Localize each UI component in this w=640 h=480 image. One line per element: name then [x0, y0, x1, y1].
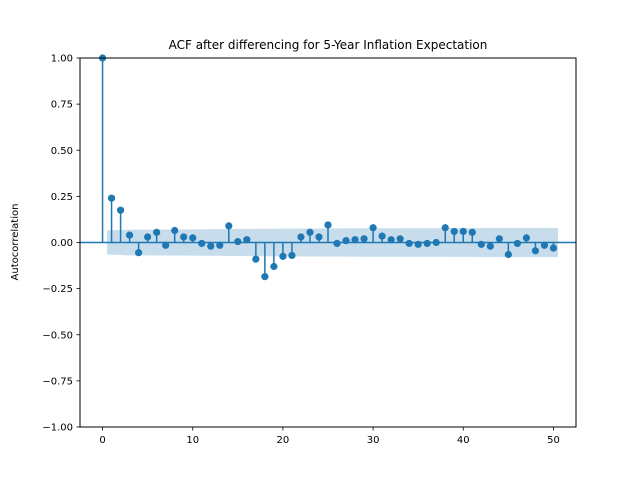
stem-marker-lag-9 — [180, 233, 188, 241]
y-tick-label-6: 0.50 — [51, 146, 73, 157]
y-tick-label-3: −0.25 — [42, 284, 73, 295]
x-tick-label-10: 10 — [186, 435, 199, 446]
chart-title: ACF after differencing for 5-Year Inflat… — [169, 38, 488, 52]
stem-marker-lag-19 — [270, 262, 278, 271]
stem-marker-lag-18 — [261, 273, 269, 281]
y-tick-label-4: 0.00 — [51, 238, 73, 249]
stem-marker-lag-25 — [324, 221, 332, 229]
stem-marker-lag-29 — [360, 235, 368, 243]
stem-marker-lag-42 — [477, 240, 485, 248]
stem-marker-lag-8 — [171, 226, 179, 235]
stem-marker-lag-50 — [549, 244, 558, 252]
stem-marker-lag-10 — [189, 234, 197, 242]
y-tick-label-2: −0.50 — [42, 330, 73, 341]
stem-marker-lag-23 — [306, 228, 314, 236]
stem-marker-lag-30 — [369, 224, 377, 232]
stem-marker-lag-35 — [414, 240, 422, 248]
stem-marker-lag-7 — [162, 241, 170, 249]
stem-marker-lag-26 — [333, 239, 341, 248]
y-tick-label-1: −0.75 — [42, 376, 73, 387]
stem-marker-lag-40 — [459, 227, 467, 236]
stem-marker-lag-37 — [432, 238, 440, 247]
x-axis-ticks: 0 10 20 30 40 50 — [99, 427, 560, 446]
stem-marker-lag-44 — [495, 235, 503, 243]
stem-marker-lag-15 — [234, 237, 242, 246]
stem-marker-lag-13 — [216, 241, 224, 249]
stem-marker-lag-41 — [468, 228, 476, 236]
stem-marker-lag-33 — [396, 235, 404, 243]
stem-marker-lag-22 — [297, 233, 305, 241]
y-tick-label-8: 1.00 — [51, 54, 73, 65]
stem-marker-lag-31 — [378, 232, 386, 240]
stem-marker-lag-16 — [243, 236, 251, 244]
stem-marker-lag-43 — [486, 242, 494, 250]
plot-frame — [79, 57, 577, 428]
x-tick-label-50: 50 — [547, 435, 560, 446]
y-axis-ticks: −1.00 −0.75 −0.50 −0.25 0.00 0.25 0.50 0.75 1.00 — [42, 54, 80, 434]
stem-marker-lag-47 — [522, 234, 531, 242]
stem-marker-lag-2 — [116, 206, 125, 214]
stem-marker-lag-20 — [279, 252, 287, 260]
y-tick-label-0: −1.00 — [42, 423, 73, 434]
stem-marker-lag-28 — [351, 236, 359, 244]
stem-marker-lag-46 — [513, 239, 521, 248]
y-axis-label: Autocorrelation — [10, 204, 21, 281]
stem-marker-lag-34 — [405, 239, 413, 248]
stem-marker-lag-4 — [135, 249, 143, 257]
stem-marker-lag-49 — [540, 241, 549, 249]
x-tick-label-20: 20 — [277, 435, 290, 446]
stem-marker-lag-17 — [252, 255, 260, 263]
stem-marker-lag-24 — [315, 233, 323, 241]
x-tick-label-0: 0 — [99, 435, 105, 446]
stem-marker-lag-32 — [387, 236, 395, 244]
stem-marker-lag-14 — [225, 222, 233, 230]
stem-marker-lag-6 — [153, 228, 161, 236]
stem-marker-lag-45 — [504, 250, 512, 259]
stem-layer — [98, 54, 558, 281]
stem-marker-lag-38 — [441, 224, 449, 232]
x-tick-label-40: 40 — [457, 435, 470, 446]
stem-marker-lag-11 — [198, 239, 206, 248]
stem-marker-lag-12 — [207, 242, 215, 250]
stem-marker-lag-48 — [531, 247, 540, 255]
stem-marker-lag-3 — [126, 231, 134, 239]
y-tick-label-5: 0.25 — [51, 192, 73, 203]
x-tick-label-30: 30 — [367, 435, 380, 446]
stem-marker-lag-5 — [144, 233, 152, 241]
y-tick-label-7: 0.75 — [51, 100, 73, 111]
stem-marker-lag-36 — [423, 239, 431, 248]
stem-marker-lag-27 — [342, 237, 350, 245]
stem-marker-lag-21 — [288, 251, 296, 260]
stem-marker-lag-1 — [107, 194, 116, 202]
stem-marker-lag-39 — [450, 227, 458, 236]
